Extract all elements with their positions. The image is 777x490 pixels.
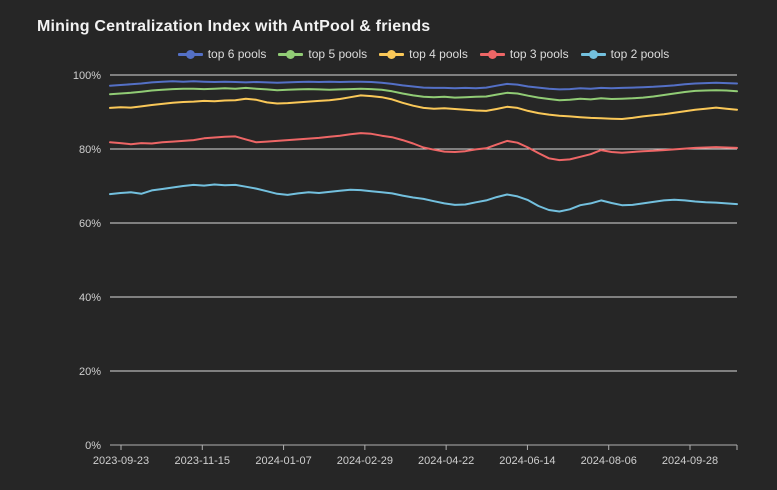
legend-item-top-3-pools[interactable]: top 3 pools <box>479 47 569 61</box>
y-axis-label: 100% <box>73 70 101 82</box>
series-line-top-5-pools <box>109 86 738 102</box>
legend-item-top-4-pools[interactable]: top 4 pools <box>379 48 468 60</box>
legend-line-dot-icon <box>177 48 203 60</box>
y-axis-label: 0% <box>85 440 101 452</box>
series-line-top-4-pools <box>109 94 738 120</box>
x-axis-label: 2024-09-28 <box>662 455 718 467</box>
y-axis-label: 60% <box>79 218 101 230</box>
series-line-top-6-pools <box>109 80 738 91</box>
legend-label: top 5 pools <box>308 47 368 61</box>
y-axis-label: 80% <box>79 144 101 156</box>
series-line-top-2-pools <box>109 183 738 213</box>
legend-label: top 6 pools <box>207 47 267 61</box>
x-axis-label: 2023-09-23 <box>93 455 149 467</box>
x-axis-label: 2024-01-07 <box>255 455 311 467</box>
x-axis-label: 2024-04-22 <box>418 455 474 467</box>
legend-item-top-5-pools[interactable]: top 5 pools <box>278 48 367 60</box>
x-axis-label: 2024-06-14 <box>499 455 555 467</box>
legend-label: top 3 pools <box>509 47 569 61</box>
x-axis-label: 2023-11-15 <box>175 455 230 467</box>
legend-item-top-2-pools[interactable]: top 2 pools <box>580 47 670 61</box>
legend-label: top 4 pools <box>409 47 468 61</box>
legend-label: top 2 pools <box>610 47 670 61</box>
y-axis-label: 20% <box>79 366 101 378</box>
legend-line-dot-icon <box>479 48 505 60</box>
legend-line-dot-icon <box>580 48 606 60</box>
x-axis-label: 2024-02-29 <box>337 455 393 467</box>
series-line-top-3-pools <box>109 132 738 162</box>
legend-line-dot-icon <box>379 48 405 60</box>
legend-item-top-6-pools[interactable]: top 6 pools <box>177 47 267 61</box>
legend-line-dot-icon <box>278 48 304 60</box>
y-axis-label: 40% <box>79 292 101 304</box>
x-axis-label: 2024-08-06 <box>581 455 637 467</box>
legend: top 6 pools top 5 pools top 4 pools top 3 p… <box>110 48 737 60</box>
chart-title: Mining Centralization Index with AntPool… <box>37 18 431 35</box>
